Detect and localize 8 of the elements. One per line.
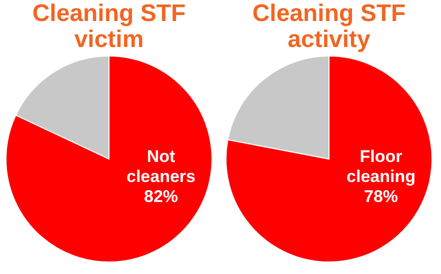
- data-label: 78%: [364, 187, 398, 206]
- slice-label: Floor cleaning: [346, 147, 416, 186]
- data-label: 82%: [144, 187, 178, 206]
- chart-title: Cleaning STF activity: [252, 0, 406, 53]
- chart-title: Cleaning STF victim: [32, 0, 186, 53]
- slice-label: Not cleaners: [126, 147, 196, 186]
- pie-slice: [6, 56, 212, 262]
- pie-slice: [226, 56, 432, 262]
